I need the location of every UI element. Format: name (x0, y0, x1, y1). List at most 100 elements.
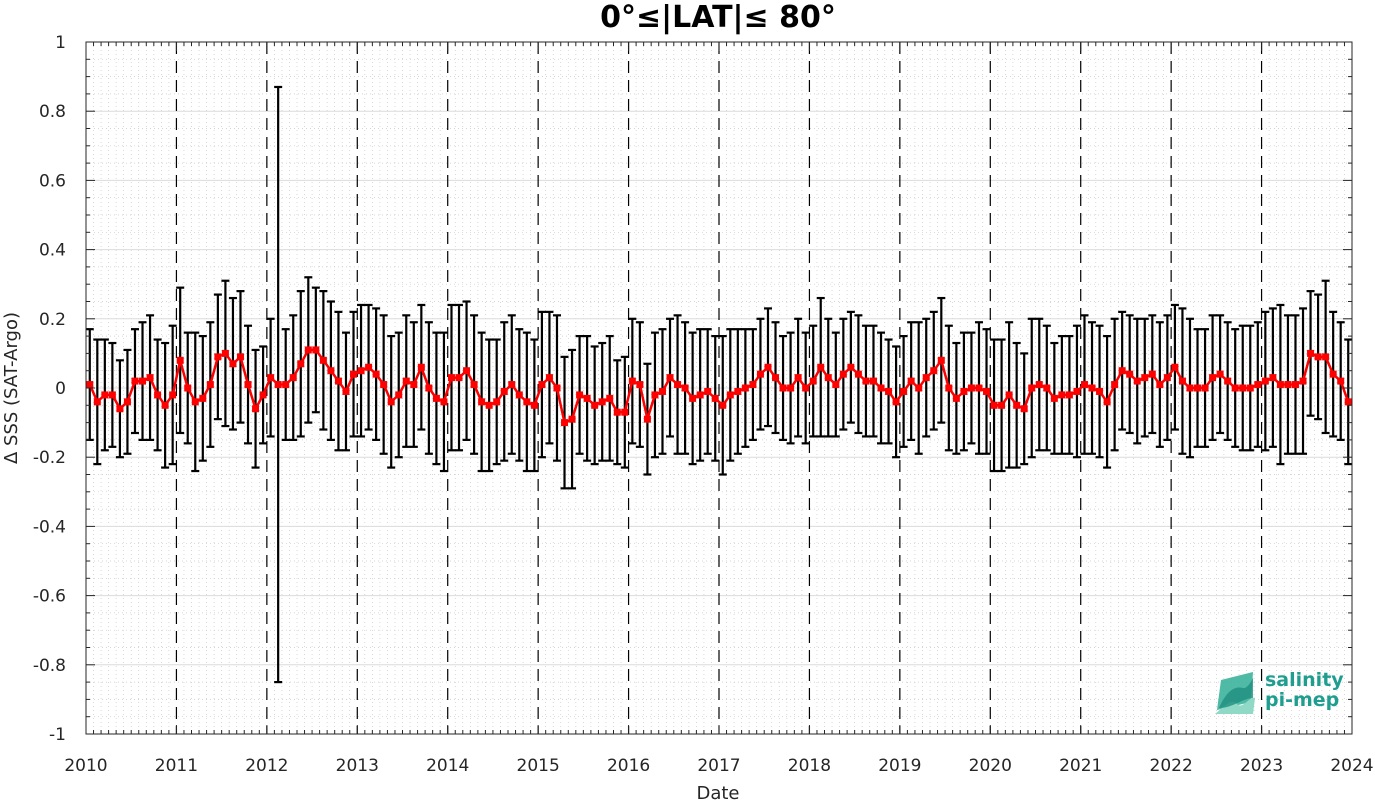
data-point (1194, 384, 1202, 392)
x-tick-label: 2012 (245, 756, 288, 776)
data-point (1276, 381, 1284, 389)
x-tick-label: 2018 (788, 756, 831, 776)
data-point (719, 401, 727, 409)
data-point (885, 387, 893, 395)
data-point (478, 398, 486, 406)
data-point (1126, 370, 1134, 378)
data-point (236, 353, 244, 361)
data-point (666, 374, 674, 382)
data-point (1065, 391, 1073, 399)
data-point (470, 381, 478, 389)
data-point (357, 367, 365, 375)
data-point (1148, 370, 1156, 378)
y-tick-label: 0.8 (39, 102, 66, 122)
data-point (1043, 384, 1051, 392)
y-tick-label: 0 (55, 379, 66, 399)
data-point (259, 391, 267, 399)
data-point (229, 360, 237, 368)
x-tick-label: 2023 (1240, 756, 1283, 776)
data-point (636, 381, 644, 389)
data-point (1307, 349, 1315, 357)
data-point (402, 377, 410, 385)
data-point (131, 377, 139, 385)
y-tick-label: -0.8 (33, 656, 66, 676)
data-point (1239, 384, 1247, 392)
data-point (937, 356, 945, 364)
data-point (274, 381, 282, 389)
data-point (847, 363, 855, 371)
data-point (787, 384, 795, 392)
data-point (493, 398, 501, 406)
data-point (756, 370, 764, 378)
data-point (749, 381, 757, 389)
data-point (824, 374, 832, 382)
data-point (500, 387, 508, 395)
data-point (689, 394, 697, 402)
data-point (116, 405, 124, 413)
data-point (1013, 401, 1021, 409)
data-point (1254, 381, 1262, 389)
data-point (342, 387, 350, 395)
data-point (1284, 381, 1292, 389)
data-point (1020, 405, 1028, 413)
data-point (606, 394, 614, 402)
y-tick-label: 0.6 (39, 171, 66, 191)
y-tick-label: -1 (49, 725, 66, 745)
data-point (1269, 374, 1277, 382)
data-point (297, 360, 305, 368)
data-point (108, 391, 116, 399)
data-point (553, 384, 561, 392)
data-point (101, 391, 109, 399)
data-point (161, 401, 169, 409)
data-point (169, 391, 177, 399)
series-delta-sss (86, 346, 1352, 427)
data-point (417, 363, 425, 371)
data-point (1216, 370, 1224, 378)
data-point (1058, 391, 1066, 399)
data-point (1080, 381, 1088, 389)
data-point (1337, 377, 1345, 385)
data-point (779, 384, 787, 392)
data-point (252, 405, 260, 413)
axes (85, 41, 1353, 735)
data-point (365, 363, 373, 371)
data-point (877, 384, 885, 392)
data-point (267, 374, 275, 382)
data-point (990, 401, 998, 409)
data-point (832, 381, 840, 389)
x-tick-label: 2024 (1330, 756, 1373, 776)
data-point (900, 387, 908, 395)
data-point (327, 367, 335, 375)
data-point (1073, 387, 1081, 395)
tick-labels: 2010 2011 2012 2013 2014 2015 2016 2017 2018 2019… (33, 33, 1374, 776)
data-point (123, 398, 131, 406)
data-point (146, 374, 154, 382)
y-axis-label: Δ SSS (SAT-Argo) (1, 312, 22, 464)
data-point (1050, 394, 1058, 402)
data-point (1028, 384, 1036, 392)
data-point (945, 384, 953, 392)
x-tick-label: 2017 (697, 756, 740, 776)
chart-title: 0°≤|LAT|≤ 80° (600, 0, 836, 35)
data-point (681, 384, 689, 392)
data-point (839, 370, 847, 378)
data-point (184, 384, 192, 392)
x-axis-label: Date (696, 783, 739, 801)
x-tick-label: 2016 (607, 756, 650, 776)
data-point (86, 381, 94, 389)
y-tick-label: 0.4 (39, 241, 66, 261)
data-point (598, 398, 606, 406)
data-point (621, 408, 629, 416)
data-point (530, 401, 538, 409)
x-tick-label: 2014 (426, 756, 469, 776)
data-point (410, 381, 418, 389)
data-point (1246, 384, 1254, 392)
data-point (319, 356, 327, 364)
x-tick-label: 2022 (1150, 756, 1193, 776)
data-point (334, 377, 342, 385)
data-point (432, 394, 440, 402)
data-point (1291, 381, 1299, 389)
data-point (967, 384, 975, 392)
data-point (704, 387, 712, 395)
data-point (576, 391, 584, 399)
